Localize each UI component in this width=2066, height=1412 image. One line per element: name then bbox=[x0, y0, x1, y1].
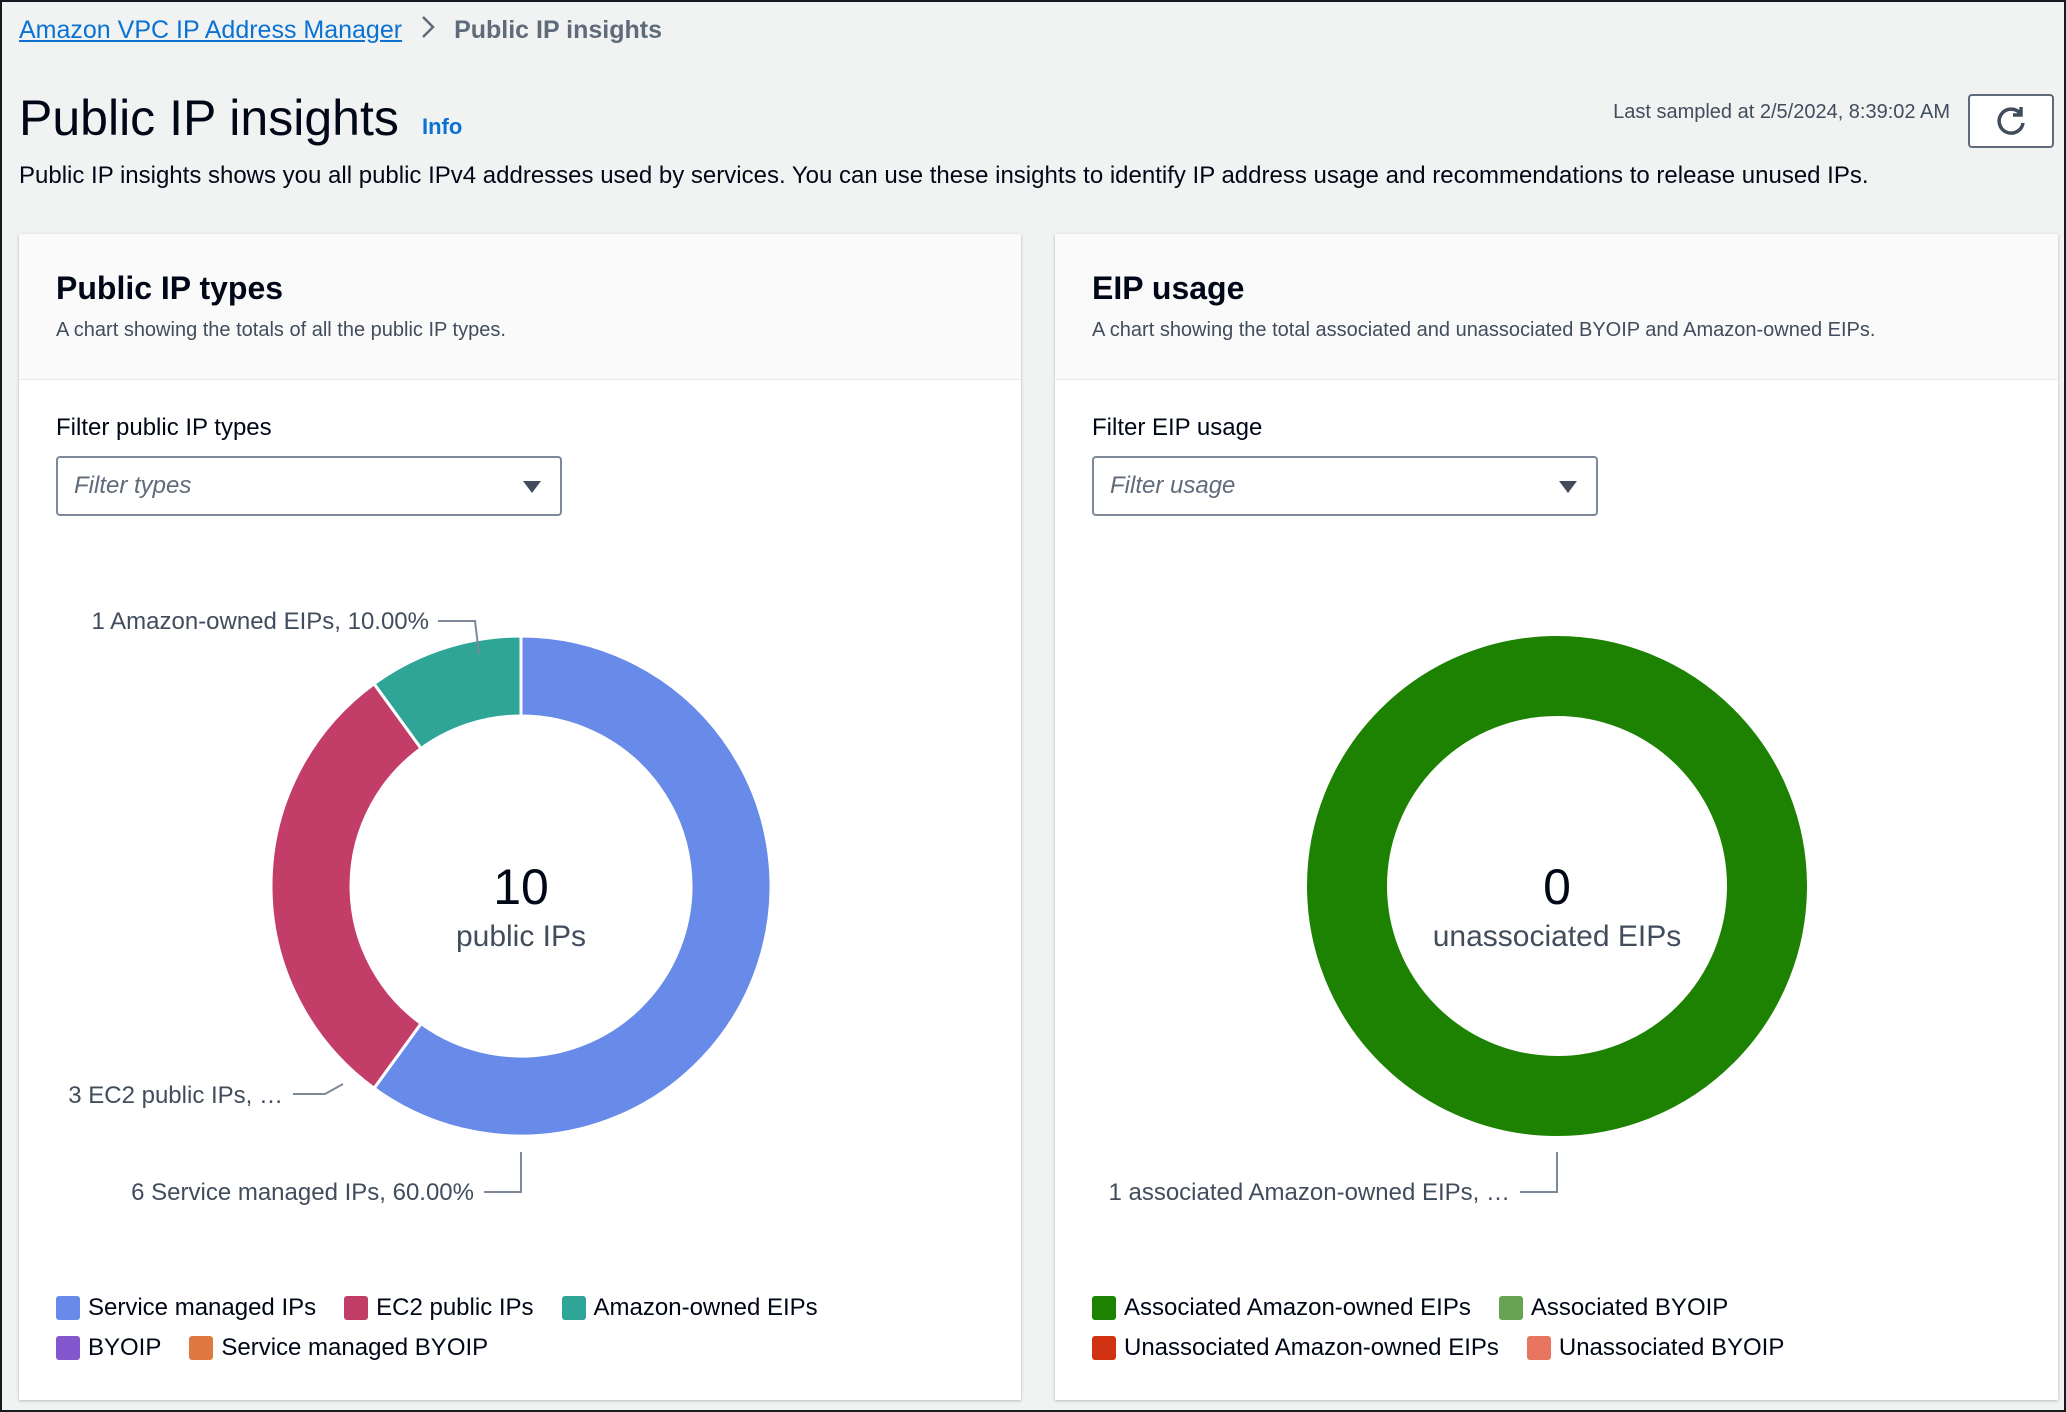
slice-label: 6 Service managed IPs, 60.00% bbox=[131, 1179, 474, 1206]
panel-title: Public IP types bbox=[56, 270, 284, 306]
leader-line bbox=[438, 620, 480, 655]
eip-usage-donut-chart: 1 associated Amazon-owned EIPs, … 0 unas… bbox=[1108, 636, 1807, 1206]
legend-label: Service managed BYOIP bbox=[221, 1334, 489, 1361]
legend-item-unassociated-amazon-owned-eips[interactable]: Unassociated Amazon-owned EIPs bbox=[1092, 1334, 1499, 1362]
page-description: Public IP insights shows you all public … bbox=[19, 162, 1869, 189]
donut-center-value: 0 bbox=[1543, 859, 1571, 915]
donut-slice-ec2-public-ips[interactable] bbox=[269, 681, 424, 1091]
breadcrumb-link-ipam[interactable]: Amazon VPC IP Address Manager bbox=[19, 16, 403, 44]
slice-label: 1 associated Amazon-owned EIPs, … bbox=[1108, 1179, 1510, 1206]
eip-usage-panel: EIP usage A chart showing the total asso… bbox=[1055, 234, 2058, 1400]
leader-line bbox=[293, 1083, 344, 1095]
panel-subtitle: A chart showing the total associated and… bbox=[1092, 319, 1876, 341]
legend-swatch bbox=[56, 1336, 80, 1360]
last-sampled-text: Last sampled at 2/5/2024, 8:39:02 AM bbox=[1613, 101, 1950, 123]
chevron-right-icon bbox=[420, 14, 436, 46]
donut-slice-amazon-owned-eips[interactable] bbox=[371, 634, 523, 751]
donut-center-value: 10 bbox=[493, 859, 549, 915]
donut-slice-associated-amazon-owned-eips[interactable] bbox=[1307, 636, 1807, 1136]
refresh-icon bbox=[1997, 107, 2025, 135]
filter-usage-select[interactable]: Filter usage bbox=[1092, 456, 1598, 516]
chart-legend: Associated Amazon-owned EIPs Associated … bbox=[1092, 1288, 1784, 1368]
public-ip-types-panel: Public IP types A chart showing the tota… bbox=[19, 234, 1021, 1400]
filter-types-select[interactable]: Filter types bbox=[56, 456, 562, 516]
legend-swatch bbox=[1092, 1296, 1116, 1320]
legend-swatch bbox=[189, 1336, 214, 1360]
legend-swatch bbox=[344, 1296, 369, 1320]
donut-slice-service-managed-ips[interactable] bbox=[371, 634, 773, 1138]
legend-item-service-managed-byoip[interactable]: Service managed BYOIP bbox=[189, 1334, 488, 1362]
legend-item-ec2-public-ips[interactable]: EC2 public IPs bbox=[344, 1294, 534, 1322]
donut-center-label: unassociated EIPs bbox=[1433, 920, 1681, 953]
legend-swatch bbox=[1526, 1336, 1551, 1360]
legend-item-byoip[interactable]: BYOIP bbox=[56, 1334, 161, 1362]
caret-down-icon bbox=[523, 481, 541, 493]
refresh-button[interactable] bbox=[1968, 94, 2054, 148]
legend-swatch bbox=[56, 1296, 80, 1320]
legend-item-service-managed-ips[interactable]: Service managed IPs bbox=[56, 1294, 316, 1322]
page-title: Public IP insights bbox=[19, 90, 399, 146]
legend-label: Amazon-owned EIPs bbox=[593, 1294, 818, 1321]
panel-subtitle: A chart showing the totals of all the pu… bbox=[56, 319, 506, 341]
leader-line bbox=[1520, 1152, 1558, 1193]
breadcrumb-current: Public IP insights bbox=[454, 16, 662, 44]
legend-label: Associated BYOIP bbox=[1530, 1294, 1729, 1321]
legend-item-associated-byoip[interactable]: Associated BYOIP bbox=[1498, 1294, 1729, 1322]
caret-down-icon bbox=[1559, 481, 1577, 493]
filter-placeholder: Filter usage bbox=[1110, 472, 1236, 499]
leader-line bbox=[484, 1152, 522, 1193]
chart-legend: Service managed IPs EC2 public IPs Amazo… bbox=[56, 1288, 818, 1368]
legend-swatch bbox=[1498, 1296, 1523, 1320]
legend-label: BYOIP bbox=[88, 1334, 162, 1361]
legend-label: Unassociated Amazon-owned EIPs bbox=[1124, 1334, 1499, 1361]
legend-swatch bbox=[561, 1296, 586, 1320]
slice-label: 1 Amazon-owned EIPs, 10.00% bbox=[91, 608, 429, 635]
legend-swatch bbox=[1092, 1336, 1116, 1360]
panel-header: Public IP types A chart showing the tota… bbox=[19, 234, 1021, 380]
legend-label: EC2 public IPs bbox=[376, 1294, 534, 1321]
legend-item-amazon-owned-eips[interactable]: Amazon-owned EIPs bbox=[561, 1294, 818, 1322]
breadcrumb: Amazon VPC IP Address Manager Public IP … bbox=[19, 14, 662, 46]
legend-label: Unassociated BYOIP bbox=[1558, 1334, 1785, 1361]
legend-item-associated-amazon-owned-eips[interactable]: Associated Amazon-owned EIPs bbox=[1092, 1294, 1471, 1322]
filter-label: Filter EIP usage bbox=[1092, 414, 1263, 441]
donut-center-label: public IPs bbox=[456, 920, 586, 953]
panel-title: EIP usage bbox=[1092, 270, 1245, 306]
legend-label: Associated Amazon-owned EIPs bbox=[1124, 1294, 1471, 1321]
panel-header: EIP usage A chart showing the total asso… bbox=[1055, 234, 2058, 380]
legend-item-unassociated-byoip[interactable]: Unassociated BYOIP bbox=[1526, 1334, 1785, 1362]
filter-label: Filter public IP types bbox=[56, 414, 272, 441]
info-link[interactable]: Info bbox=[422, 114, 463, 139]
filter-placeholder: Filter types bbox=[74, 472, 192, 499]
public-ip-types-donut-chart: 1 Amazon-owned EIPs, 10.00% 3 EC2 public… bbox=[68, 608, 773, 1206]
slice-label: 3 EC2 public IPs, … bbox=[68, 1082, 283, 1109]
legend-label: Service managed IPs bbox=[88, 1294, 317, 1321]
